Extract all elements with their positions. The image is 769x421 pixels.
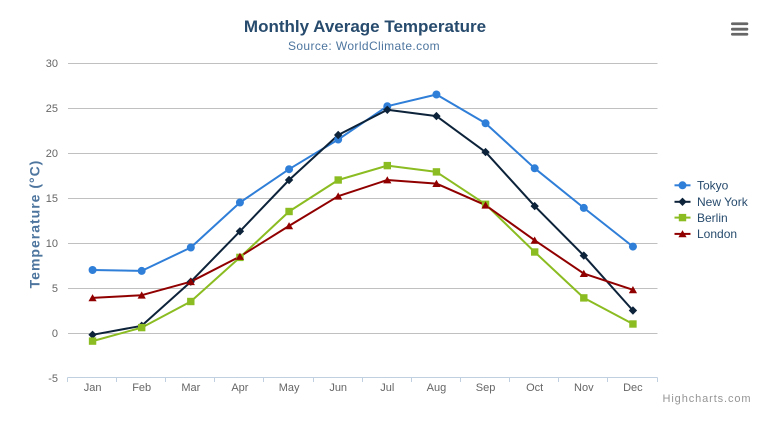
svg-text:30: 30 <box>46 58 58 70</box>
svg-text:Apr: Apr <box>231 382 248 394</box>
svg-text:Dec: Dec <box>623 382 643 394</box>
svg-text:10: 10 <box>46 238 58 250</box>
svg-text:Mar: Mar <box>181 382 200 394</box>
svg-text:Aug: Aug <box>427 382 447 394</box>
svg-text:5: 5 <box>52 283 58 295</box>
svg-text:Monthly Average Temperature: Monthly Average Temperature <box>244 17 486 36</box>
svg-text:Jun: Jun <box>329 382 347 394</box>
svg-text:Nov: Nov <box>574 382 594 394</box>
svg-text:Feb: Feb <box>132 382 151 394</box>
svg-text:Temperature (°C): Temperature (°C) <box>27 160 43 289</box>
svg-text:Sep: Sep <box>476 382 496 394</box>
svg-text:15: 15 <box>46 193 58 205</box>
svg-text:Oct: Oct <box>526 382 543 394</box>
svg-text:New York: New York <box>697 195 749 209</box>
svg-text:Jul: Jul <box>380 382 394 394</box>
svg-text:Jan: Jan <box>84 382 102 394</box>
svg-text:0: 0 <box>52 328 58 340</box>
svg-text:Berlin: Berlin <box>697 211 728 225</box>
svg-text:Highcharts.com: Highcharts.com <box>662 393 751 405</box>
svg-text:Source: WorldClimate.com: Source: WorldClimate.com <box>288 39 440 53</box>
svg-text:20: 20 <box>46 148 58 160</box>
svg-text:-5: -5 <box>48 373 58 385</box>
svg-text:Tokyo: Tokyo <box>697 179 729 193</box>
svg-text:May: May <box>279 382 300 394</box>
svg-text:25: 25 <box>46 103 58 115</box>
svg-text:London: London <box>697 227 737 241</box>
